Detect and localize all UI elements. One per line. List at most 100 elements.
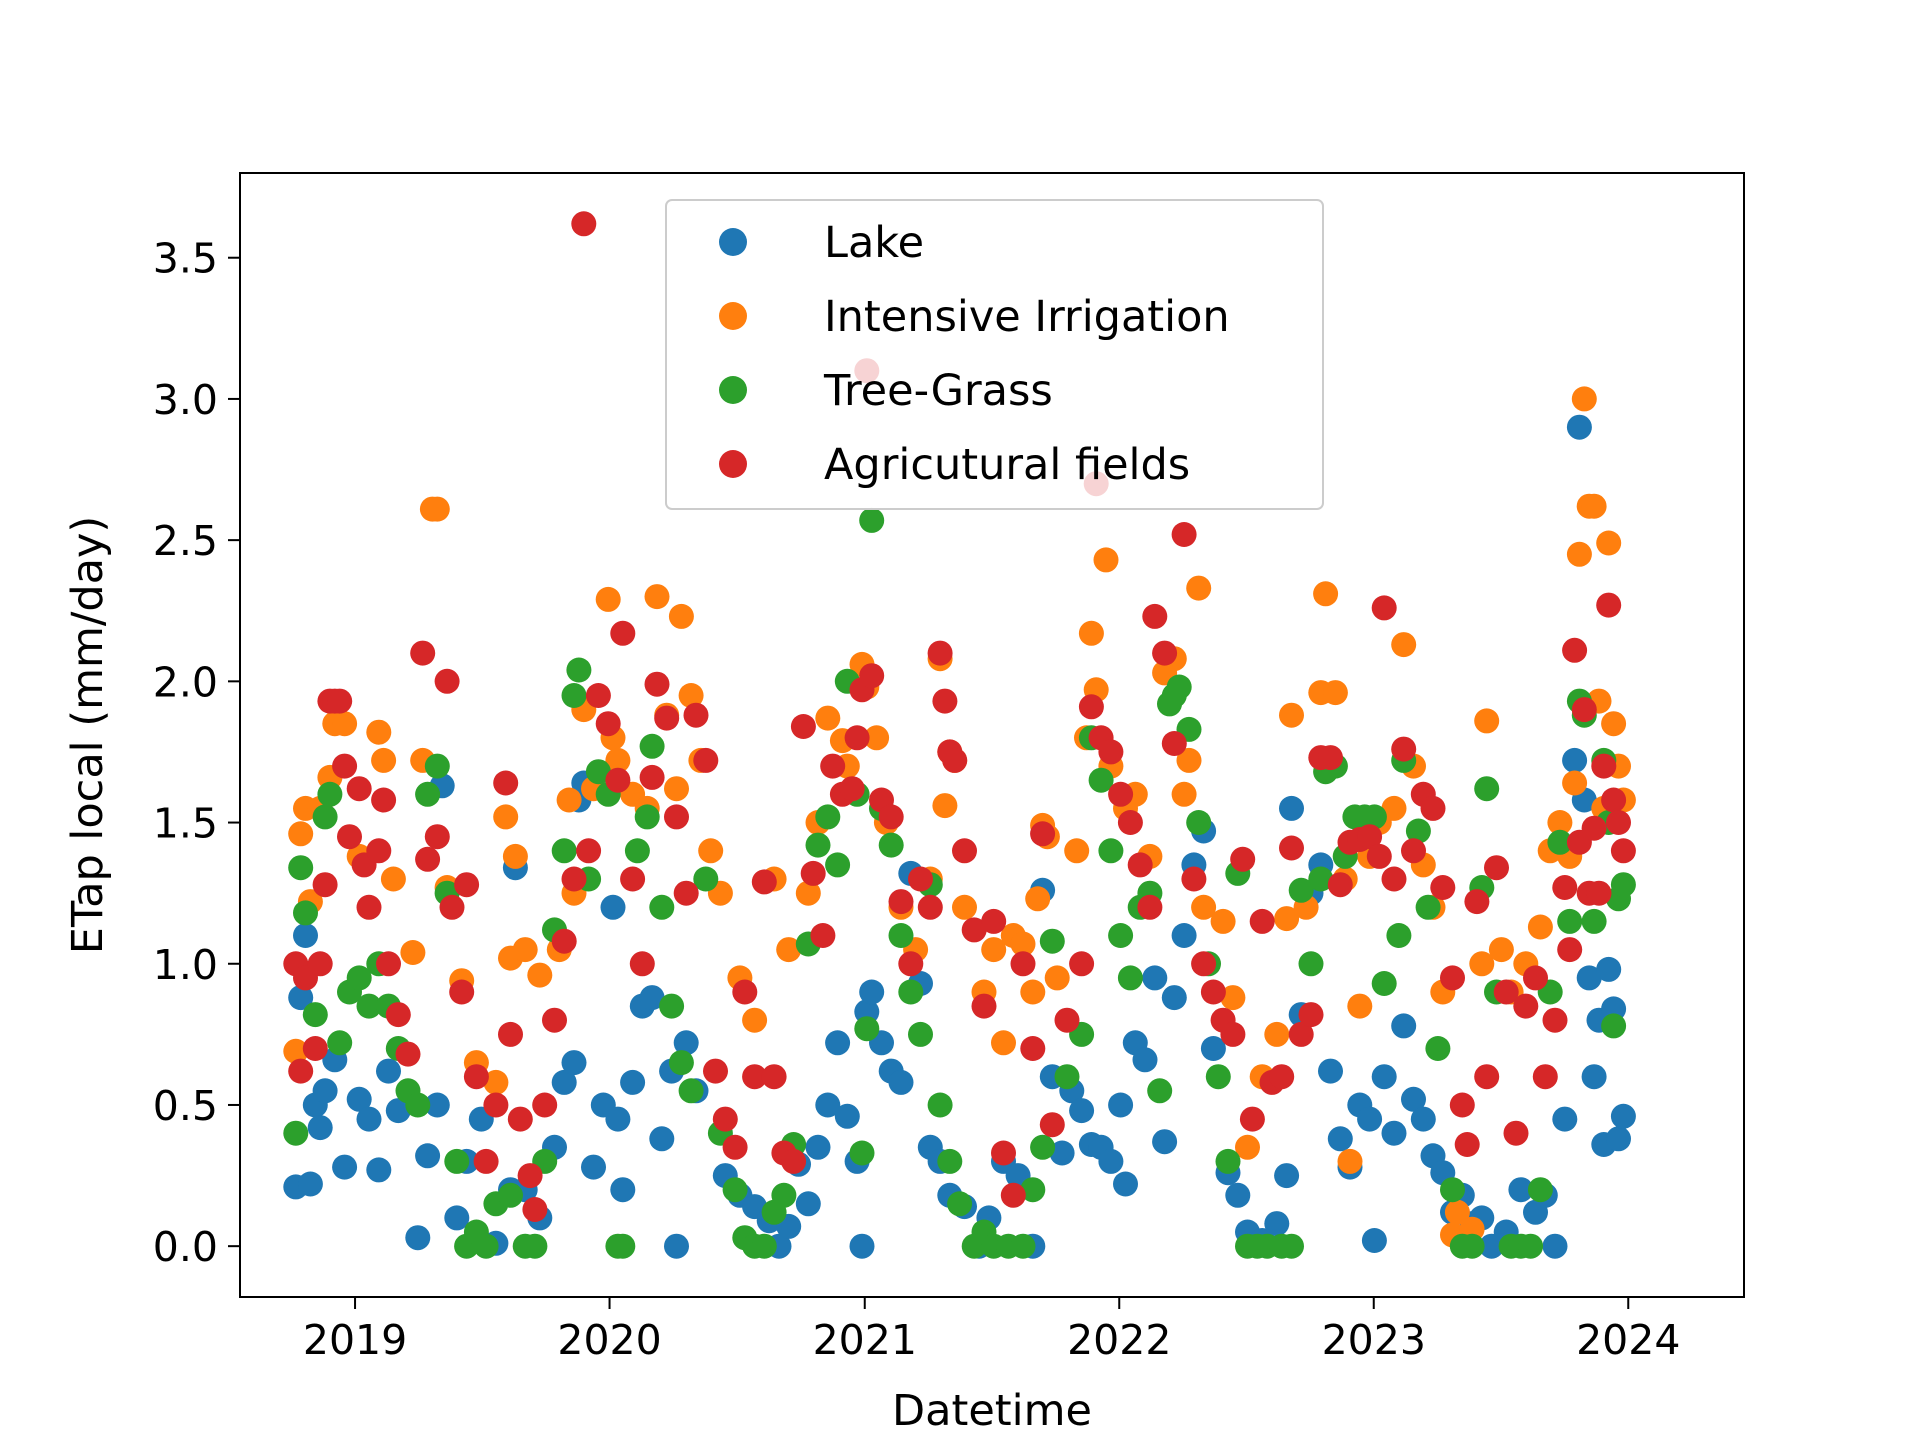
data-point <box>639 733 665 759</box>
data-point <box>1610 838 1636 864</box>
data-point <box>1117 810 1143 835</box>
data-point <box>561 866 587 892</box>
data-point <box>410 640 436 666</box>
data-point <box>678 1078 704 1104</box>
data-point <box>703 1058 728 1084</box>
data-point <box>932 793 958 819</box>
data-point <box>751 869 777 895</box>
x-tick-label: 2019 <box>303 1316 407 1364</box>
data-point <box>1069 951 1095 977</box>
x-tick-label: 2020 <box>557 1316 661 1364</box>
data-point <box>1142 965 1168 991</box>
data-point <box>434 668 460 694</box>
data-point <box>854 1016 880 1042</box>
data-point <box>1381 866 1407 892</box>
data-point <box>639 764 665 790</box>
data-point <box>1542 1233 1568 1259</box>
data-point <box>1215 1148 1241 1174</box>
data-point <box>981 908 1007 934</box>
data-point <box>1210 908 1236 934</box>
data-point <box>620 866 646 892</box>
data-point <box>293 900 318 926</box>
data-point <box>825 852 851 878</box>
data-point <box>1152 1129 1178 1155</box>
data-point <box>595 711 621 737</box>
data-point <box>1444 1199 1470 1225</box>
data-point <box>380 866 406 892</box>
data-point <box>1440 1177 1465 1203</box>
data-point <box>1391 736 1417 762</box>
data-point <box>385 1002 411 1028</box>
data-point <box>1552 875 1578 900</box>
data-point <box>732 979 758 1005</box>
data-point <box>1557 937 1583 963</box>
data-point <box>483 1092 509 1118</box>
data-point <box>1142 603 1168 629</box>
data-point <box>610 1177 636 1203</box>
data-point <box>302 1002 328 1028</box>
data-point <box>1230 846 1256 872</box>
data-point <box>1606 810 1631 835</box>
y-tick-label: 0.5 <box>153 1082 218 1130</box>
data-point <box>1562 747 1588 773</box>
data-point <box>1518 1233 1544 1259</box>
data-point <box>551 838 577 864</box>
legend-box <box>665 199 1324 510</box>
data-point <box>1088 767 1114 793</box>
data-point <box>1523 965 1548 991</box>
data-point <box>1108 923 1134 948</box>
legend-label: Lake <box>824 218 924 268</box>
data-point <box>849 1233 875 1259</box>
data-point <box>317 781 343 807</box>
data-point <box>1020 1036 1046 1061</box>
data-point <box>1581 493 1607 519</box>
data-point <box>844 725 870 751</box>
data-point <box>673 880 699 906</box>
data-point <box>346 965 372 991</box>
data-point <box>1098 739 1124 765</box>
data-point <box>634 804 660 830</box>
data-point <box>1176 747 1202 773</box>
data-point <box>1279 835 1304 861</box>
data-point <box>917 894 943 920</box>
data-point <box>1269 1064 1295 1090</box>
data-point <box>1000 1182 1026 1208</box>
data-point <box>878 832 904 858</box>
data-point <box>424 496 450 522</box>
data-point <box>781 1148 807 1174</box>
data-point <box>605 747 631 773</box>
data-point <box>1581 815 1607 841</box>
data-point <box>1025 886 1051 912</box>
data-point <box>1454 1132 1480 1157</box>
data-point <box>1171 923 1197 948</box>
data-point <box>610 1233 636 1259</box>
data-point <box>1391 1013 1417 1039</box>
data-point <box>1239 1106 1265 1132</box>
data-point <box>1200 1036 1226 1061</box>
data-point <box>839 776 865 802</box>
data-point <box>761 1064 787 1090</box>
data-point <box>385 1098 411 1124</box>
data-point <box>1318 1058 1343 1084</box>
data-point <box>395 1041 421 1067</box>
x-axis-label: Datetime <box>892 1386 1092 1436</box>
data-point <box>1557 908 1583 934</box>
data-point <box>805 1134 831 1160</box>
data-point <box>790 714 816 739</box>
data-point <box>283 1038 309 1064</box>
data-point <box>668 1050 694 1076</box>
data-point <box>498 1021 523 1047</box>
data-point <box>1137 894 1163 920</box>
data-point <box>664 804 689 830</box>
data-point <box>1069 1098 1095 1124</box>
data-point <box>424 1092 450 1118</box>
data-point <box>1415 894 1441 920</box>
data-point <box>517 1163 543 1189</box>
legend-marker <box>719 228 747 256</box>
data-point <box>673 1030 699 1056</box>
data-point <box>668 603 694 629</box>
y-tick-label: 0.0 <box>153 1223 218 1271</box>
data-point <box>654 705 680 731</box>
data-point <box>1601 787 1627 813</box>
data-point <box>1366 843 1392 869</box>
